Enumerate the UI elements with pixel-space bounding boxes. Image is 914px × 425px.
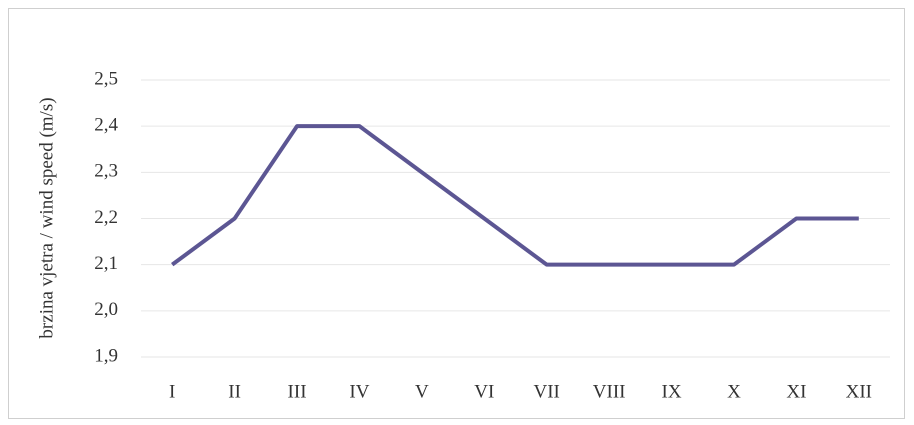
data-line	[171, 124, 859, 267]
x-tick-label: VIII	[593, 381, 626, 402]
x-tick-label: VII	[534, 381, 560, 402]
y-tick-label: 2,5	[94, 68, 118, 89]
x-tick-label: II	[228, 381, 241, 402]
x-tick-label: III	[288, 381, 307, 402]
x-tick-label: X	[727, 381, 741, 402]
x-tick-label: XI	[786, 381, 806, 402]
x-tick-label: XII	[846, 381, 872, 402]
y-tick-label: 2,4	[94, 115, 118, 136]
x-tick-label: IX	[662, 381, 682, 402]
y-tick-label: 1,9	[94, 345, 118, 366]
chart-frame	[8, 8, 905, 419]
y-tick-label: 2,0	[94, 299, 118, 320]
y-tick-label: 2,3	[94, 161, 118, 182]
y-tick-label: 2,2	[94, 207, 118, 228]
x-tick-label: I	[169, 381, 175, 402]
x-tick-label: V	[415, 381, 429, 402]
x-tick-label: VI	[474, 381, 494, 402]
x-tick-label: IV	[349, 381, 369, 402]
y-tick-label: 2,1	[94, 253, 118, 274]
y-axis-label: brzina vjetra / wind speed (m/s)	[36, 97, 57, 338]
